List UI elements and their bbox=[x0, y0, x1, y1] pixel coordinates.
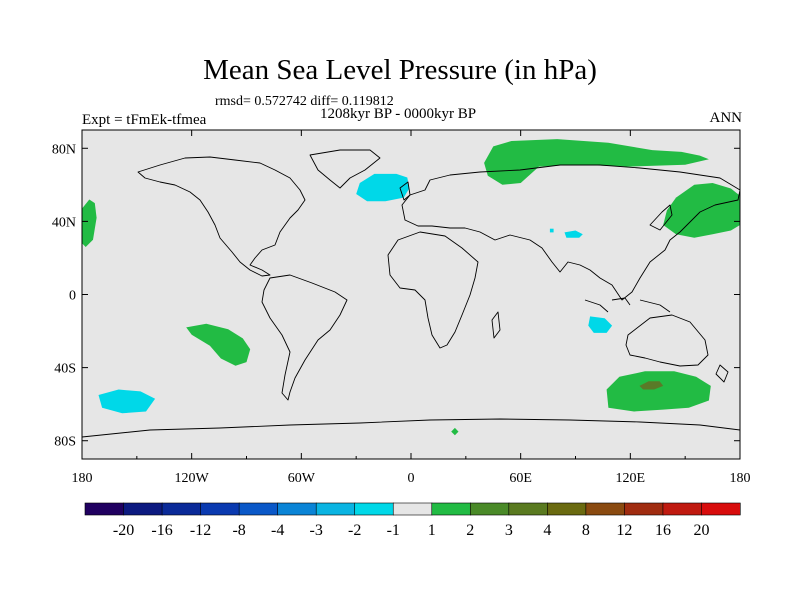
lon-tick-label: 0 bbox=[408, 471, 415, 486]
colorbar-swatch bbox=[585, 502, 626, 516]
lon-tick-label: 60E bbox=[509, 471, 532, 486]
region-southern-ocean-australia-positive bbox=[606, 371, 711, 412]
antarctica-coast bbox=[82, 418, 740, 438]
north-america-coast bbox=[137, 156, 306, 277]
coastlines bbox=[82, 149, 740, 438]
lat-tick-label: 0 bbox=[69, 289, 76, 304]
region-southern-ocean-australia-core bbox=[639, 381, 664, 390]
colorbar-swatch bbox=[392, 502, 433, 516]
region-north-pacific-west-positive bbox=[663, 183, 740, 238]
colorbar-swatch bbox=[277, 502, 317, 516]
australia-coast bbox=[625, 314, 709, 367]
colorbar-swatch bbox=[315, 502, 356, 516]
greenland-coast bbox=[309, 149, 381, 189]
lat-tick-label: 80N bbox=[52, 142, 76, 157]
colorbar-swatch bbox=[469, 502, 510, 516]
season-label: ANN bbox=[709, 110, 743, 126]
region-north-pacific-east-positive bbox=[82, 199, 97, 247]
period-subtitle: 1208kyr BP - 0000kyr BP bbox=[320, 106, 477, 122]
colorbar-label: -4 bbox=[271, 522, 284, 539]
madagascar-coast bbox=[491, 311, 501, 339]
colorbar-label: 1 bbox=[428, 522, 436, 539]
africa-coast bbox=[387, 231, 479, 349]
colorbar-swatch bbox=[200, 502, 240, 516]
lat-tick-label: 40S bbox=[54, 362, 76, 377]
colorbar-label: -20 bbox=[113, 522, 134, 539]
colorbar-swatch bbox=[123, 502, 163, 516]
stats-subtitle: rmsd= 0.572742 diff= 0.119812 bbox=[215, 94, 394, 109]
colorbar-swatch bbox=[354, 502, 394, 516]
lon-tick-label: 180 bbox=[72, 471, 93, 486]
new-zealand-coast bbox=[715, 364, 729, 383]
region-south-pacific-positive bbox=[186, 323, 251, 366]
colorbar-label: -16 bbox=[151, 522, 172, 539]
lon-tick-label: 120E bbox=[616, 471, 646, 486]
colorbar-swatch bbox=[238, 502, 279, 516]
region-arctic-siberia-positive bbox=[484, 139, 709, 185]
colorbar-swatch bbox=[84, 502, 125, 516]
lat-tick-label: 80S bbox=[54, 435, 76, 450]
colorbar-label: -2 bbox=[348, 522, 361, 539]
anomaly-layer bbox=[82, 139, 740, 436]
colorbar-label: 2 bbox=[466, 522, 474, 539]
colorbar-label: -3 bbox=[310, 522, 323, 539]
region-south-pacific-negative bbox=[98, 389, 156, 414]
lon-tick-label: 180 bbox=[730, 471, 751, 486]
indonesia-islands bbox=[584, 297, 671, 313]
colorbar-label: -8 bbox=[232, 522, 245, 539]
colorbar-label: -1 bbox=[387, 522, 400, 539]
colorbar-label: 16 bbox=[655, 522, 671, 539]
region-indian-ocean-negative bbox=[588, 316, 613, 333]
colorbar-label: 8 bbox=[582, 522, 590, 539]
colorbar-label: 20 bbox=[693, 522, 709, 539]
colorbar: -20 -16 -12 -8 -4 -3 -2 -1 1 2 3 4 8 12 16 20 bbox=[84, 502, 741, 539]
south-america-coast bbox=[261, 274, 348, 401]
colorbar-swatch bbox=[431, 502, 471, 516]
chart-title: Mean Sea Level Pressure (in hPa) bbox=[203, 54, 597, 86]
eurasia-coast bbox=[401, 164, 740, 301]
britain-coast bbox=[399, 181, 411, 201]
region-central-asia-spot-negative bbox=[549, 228, 554, 233]
colorbar-swatch bbox=[508, 502, 548, 516]
region-antarctica-spot bbox=[451, 427, 459, 436]
map-axes: 80N 40N 0 40S 80S 180 120W 60W 0 60E 120E 180 bbox=[52, 130, 751, 486]
colorbar-swatch bbox=[662, 502, 703, 516]
colorbar-swatch bbox=[701, 502, 741, 516]
lon-tick-label: 60W bbox=[288, 471, 316, 486]
colorbar-swatch bbox=[547, 502, 587, 516]
colorbar-swatch bbox=[161, 502, 202, 516]
experiment-label: Expt = tFmEk-tfmea bbox=[82, 112, 207, 128]
japan-islands bbox=[649, 204, 673, 231]
lat-tick-label: 40N bbox=[52, 215, 76, 230]
lon-tick-label: 120W bbox=[175, 471, 210, 486]
colorbar-label: -12 bbox=[190, 522, 211, 539]
region-north-atlantic-negative bbox=[356, 173, 410, 202]
colorbar-label: 4 bbox=[543, 522, 551, 539]
colorbar-swatch bbox=[624, 502, 664, 516]
colorbar-label: 3 bbox=[505, 522, 513, 539]
region-central-asia-negative bbox=[564, 230, 583, 238]
colorbar-label: 12 bbox=[616, 522, 632, 539]
